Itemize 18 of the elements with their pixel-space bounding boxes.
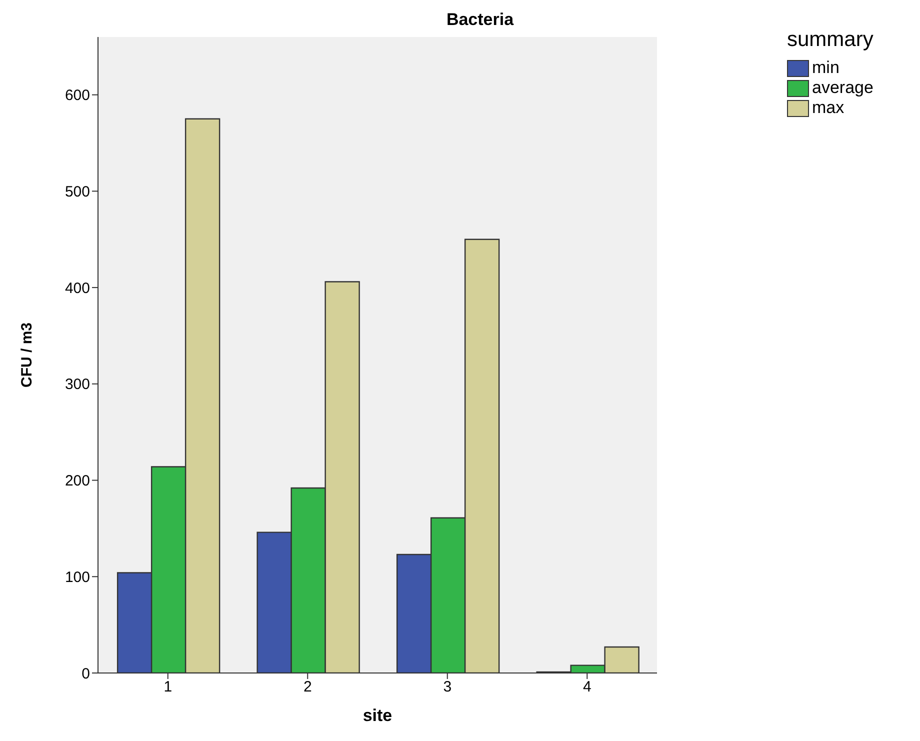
y-tick-label: 200 xyxy=(64,472,90,490)
y-tick-label: 100 xyxy=(64,568,90,586)
legend-label: min xyxy=(811,58,840,78)
legend-label: max xyxy=(811,98,846,118)
chart-title: Bacteria xyxy=(446,10,514,29)
y-tick-label: 600 xyxy=(64,87,90,104)
y-tick-label: 400 xyxy=(64,280,90,297)
legend-label: average xyxy=(811,78,874,98)
x-tick-label: 4 xyxy=(582,678,592,696)
y-tick-label: 0 xyxy=(82,665,90,682)
y-tick-label: 500 xyxy=(64,184,90,201)
legend-title: summary xyxy=(787,28,874,52)
y-axis-title: CFU / m3 xyxy=(18,322,36,388)
x-tick-label: 1 xyxy=(164,678,172,696)
x-axis-title: site xyxy=(362,706,392,725)
x-tick-label: 2 xyxy=(303,678,312,696)
x-tick-label: 3 xyxy=(443,678,452,696)
y-tick-label: 300 xyxy=(64,376,90,394)
